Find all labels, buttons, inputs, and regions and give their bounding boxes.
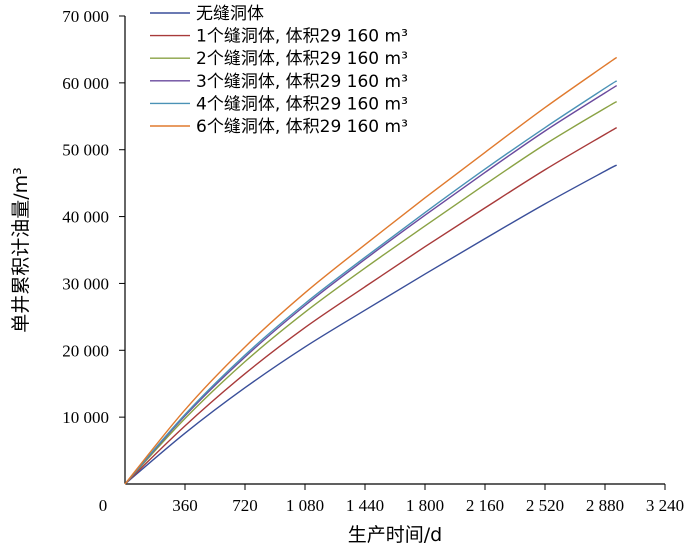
series-line-0 [124, 164, 617, 485]
x-tick-label: 720 [232, 496, 258, 515]
x-tick-label: 360 [172, 496, 198, 515]
series-line-4 [124, 80, 618, 485]
y-tick-label: 20 000 [62, 341, 109, 360]
x-tick-label: 2 160 [466, 496, 504, 515]
series-line-2 [124, 100, 618, 485]
x-tick-label: 1 080 [286, 496, 324, 515]
series [124, 56, 618, 485]
axes [124, 16, 665, 485]
legend-label-5: 6个缝洞体, 体积29 160 m³ [196, 117, 408, 137]
series-line-1 [124, 127, 618, 485]
legend-label-4: 4个缝洞体, 体积29 160 m³ [196, 94, 408, 114]
y-tick-label: 30 000 [62, 274, 109, 293]
y-ticks: 10 000 20 000 30 000 40 000 50 000 60 000 70 0… [62, 7, 125, 427]
y-tick-label: 60 000 [62, 74, 109, 93]
x-tick-label: 3 240 [646, 496, 684, 515]
x-tick-label: 1 800 [406, 496, 444, 515]
y-tick-label: 70 000 [62, 7, 109, 26]
x-tick-label: 2 880 [586, 496, 624, 515]
x-ticks: 0 360 720 1 080 1 440 1 800 2 160 2 520 2 880 3 2… [99, 484, 684, 515]
y-tick-label: 50 000 [62, 141, 109, 160]
x-tick-label: 2 520 [526, 496, 564, 515]
y-axis-title: 单井累积计油量/m³ [10, 167, 32, 333]
y-tick-label: 10 000 [62, 408, 109, 427]
series-line-3 [124, 84, 618, 485]
legend-label-2: 2个缝洞体, 体积29 160 m³ [196, 49, 408, 69]
y-tick-label: 40 000 [62, 208, 109, 227]
legend-label-0: 无缝洞体 [196, 4, 264, 24]
legend-label-3: 3个缝洞体, 体积29 160 m³ [196, 72, 408, 92]
legend-label-1: 1个缝洞体, 体积29 160 m³ [196, 27, 408, 47]
x-tick-label: 1 440 [346, 496, 384, 515]
x-tick-label: 0 [99, 496, 108, 515]
x-axis-title: 生产时间/d [348, 524, 442, 546]
series-line-5 [124, 56, 618, 485]
